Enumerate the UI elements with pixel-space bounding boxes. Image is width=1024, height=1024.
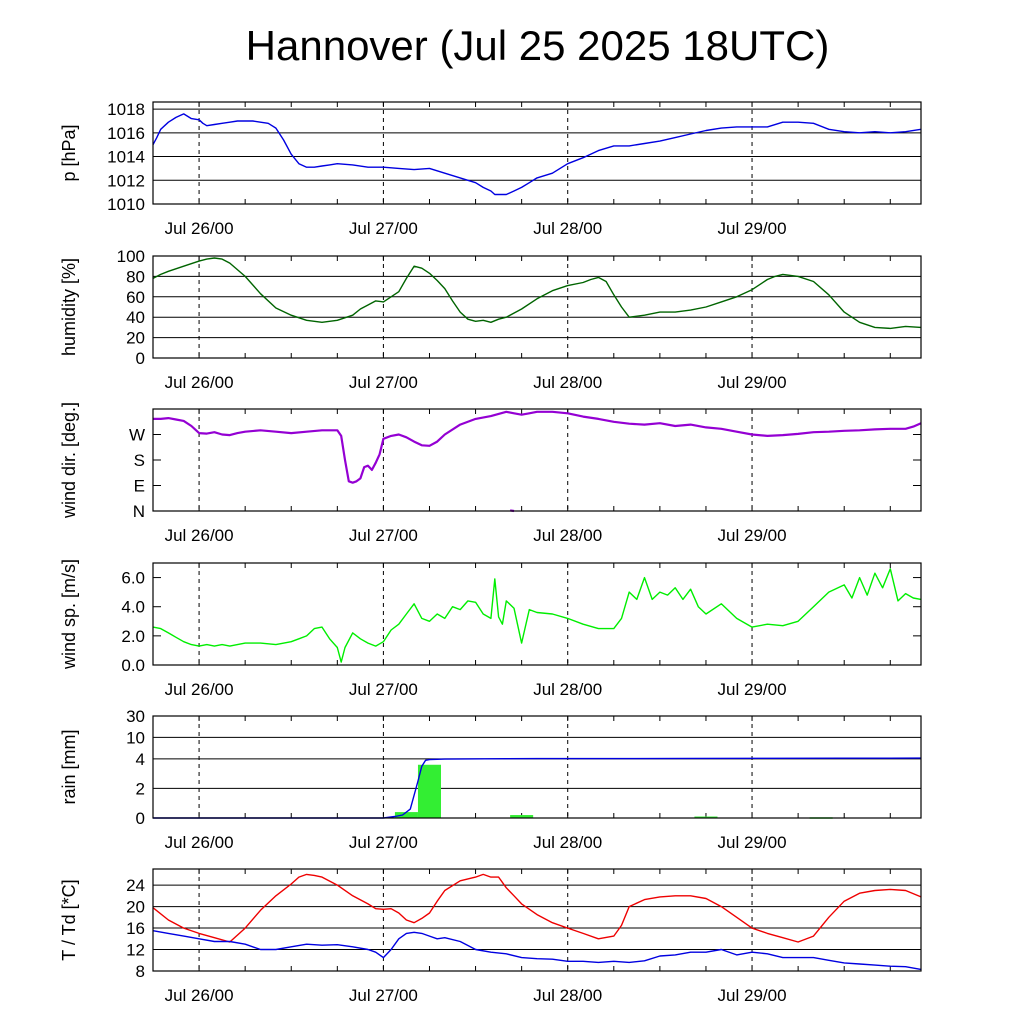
x-tick-label: Jul 29/00: [718, 833, 787, 852]
series-line: [153, 410, 922, 484]
x-tick-label: Jul 26/00: [165, 833, 234, 852]
series-line: [152, 113, 922, 196]
rain-bar: [417, 764, 441, 818]
y-tick-label: 0.0: [121, 656, 145, 675]
plot-frame: [152, 255, 922, 359]
y-tick-label: 0: [136, 809, 145, 828]
x-tick-label: Jul 29/00: [718, 219, 787, 238]
y-tick-label: 16: [126, 919, 145, 938]
plot-frame: [152, 101, 922, 205]
y-tick-label: 4.0: [121, 598, 145, 617]
y-tick-label: 0: [136, 349, 145, 368]
rain-bar: [394, 812, 418, 818]
x-tick-label: Jul 27/00: [349, 986, 418, 1005]
x-tick-label: Jul 29/00: [718, 526, 787, 545]
y-tick-label: 1014: [107, 148, 145, 167]
y-tick-label: 8: [136, 962, 145, 981]
y-tick-label: 1010: [107, 195, 145, 214]
x-tick-label: Jul 28/00: [533, 373, 602, 392]
y-tick-label: 2.0: [121, 627, 145, 646]
x-tick-label: Jul 27/00: [349, 680, 418, 699]
series-line: [152, 873, 922, 943]
y-tick-label: 4: [136, 750, 145, 769]
y-tick-label: 1012: [107, 171, 145, 190]
plot-frame: [152, 408, 922, 512]
y-tick-label: 20: [126, 329, 145, 348]
series-line: [152, 257, 922, 330]
wind-speed-panel: 0.0 2.0 4.0 6.0 Jul 26/00 Jul 27/00 Jul 28/00 J…: [59, 559, 922, 699]
y-axis-label: wind dir. [deg.]: [59, 402, 79, 519]
rain-panel: 0 2 4 10 30 Jul 26/00 Jul 27/00 Jul 28/00 Jul 29…: [59, 707, 922, 852]
x-tick-label: Jul 27/00: [349, 373, 418, 392]
y-tick-label: 1016: [107, 124, 145, 143]
y-tick-label: E: [134, 477, 145, 496]
x-tick-label: Jul 26/00: [165, 219, 234, 238]
y-tick-label: 24: [126, 876, 145, 895]
y-tick-label: S: [134, 451, 145, 470]
series-line: [152, 930, 922, 971]
pressure-panel: 1010 1012 1014 1016 1018 Jul 26/00 Jul 27/00 Ju…: [59, 100, 922, 238]
x-tick-label: Jul 28/00: [533, 219, 602, 238]
x-tick-label: Jul 27/00: [349, 833, 418, 852]
y-tick-label: 20: [126, 898, 145, 917]
series-line: [152, 568, 922, 663]
y-tick-label: 60: [126, 288, 145, 307]
y-tick-label: 100: [117, 247, 145, 266]
y-tick-label: 30: [126, 707, 145, 726]
y-tick-label: W: [129, 426, 145, 445]
x-tick-label: Jul 26/00: [165, 680, 234, 699]
x-tick-label: Jul 27/00: [349, 219, 418, 238]
y-tick-label: N: [133, 502, 145, 521]
plot-frame: [152, 868, 922, 972]
plot-frame: [152, 562, 922, 666]
y-axis-label: wind sp. [m/s]: [59, 559, 79, 670]
temperature-dewpoint-panel: 8 12 16 20 24 Jul 26/00 Jul 27/00 Jul 28/00 Jul …: [59, 868, 922, 1005]
x-tick-label: Jul 29/00: [718, 986, 787, 1005]
x-tick-label: Jul 28/00: [533, 526, 602, 545]
series-line: [153, 757, 922, 819]
y-tick-label: 10: [126, 728, 145, 747]
x-tick-label: Jul 26/00: [165, 373, 234, 392]
y-tick-label: 2: [136, 779, 145, 798]
y-axis-label: humidity [%]: [59, 258, 79, 356]
plot-frame: [152, 715, 922, 819]
x-tick-label: Jul 28/00: [533, 680, 602, 699]
y-axis-label: rain [mm]: [59, 729, 79, 804]
x-tick-label: Jul 27/00: [349, 526, 418, 545]
x-tick-label: Jul 26/00: [165, 526, 234, 545]
rain-bar: [510, 815, 534, 818]
x-tick-label: Jul 29/00: [718, 680, 787, 699]
y-tick-label: 1018: [107, 100, 145, 119]
x-tick-label: Jul 28/00: [533, 833, 602, 852]
y-tick-label: 40: [126, 308, 145, 327]
y-tick-label: 12: [126, 941, 145, 960]
x-tick-label: Jul 28/00: [533, 986, 602, 1005]
y-axis-label: T / Td [*C]: [59, 879, 79, 960]
y-tick-label: 80: [126, 267, 145, 286]
y-axis-label: p [hPa]: [59, 124, 79, 181]
x-tick-label: Jul 26/00: [165, 986, 234, 1005]
y-tick-label: 6.0: [121, 569, 145, 588]
chart-title: Hannover (Jul 25 2025 18UTC): [245, 22, 830, 69]
x-tick-label: Jul 29/00: [718, 373, 787, 392]
rain-bar: [694, 816, 718, 819]
